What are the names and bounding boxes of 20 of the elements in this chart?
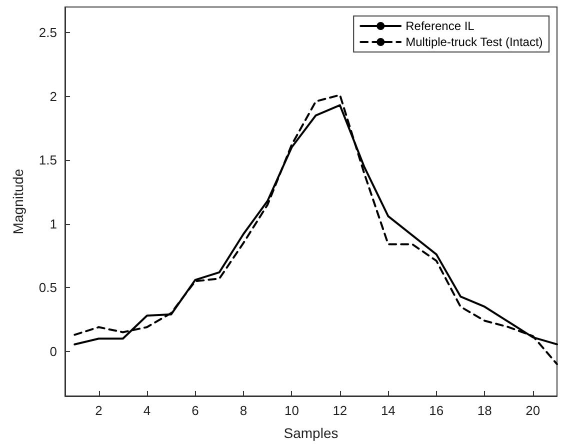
- x-tick-label: 12: [332, 403, 348, 418]
- x-tick-label: 4: [143, 403, 151, 418]
- legend-label: Multiple-truck Test (Intact): [406, 35, 543, 49]
- x-tick-label: 16: [429, 403, 444, 418]
- y-axis-title: Magnitude: [10, 168, 26, 234]
- x-tick-label: 2: [95, 403, 102, 418]
- x-tick-label: 8: [240, 403, 248, 418]
- y-tick-label: 1: [50, 216, 57, 232]
- y-tick-label: 1.5: [38, 152, 57, 168]
- y-tick-label: 0.5: [38, 280, 57, 296]
- legend-label: Reference IL: [406, 19, 475, 33]
- x-tick-label: 20: [526, 403, 540, 418]
- x-axis-title: Samples: [284, 425, 338, 441]
- x-tick-label: 14: [380, 403, 396, 418]
- x-tick-label: 6: [192, 403, 199, 418]
- y-tick-label: 0: [50, 344, 57, 359]
- y-tick-label: 2: [50, 88, 57, 104]
- x-tick-label: 18: [477, 403, 492, 418]
- x-tick-label: 10: [284, 403, 299, 418]
- y-tick-label: 2.5: [38, 25, 57, 40]
